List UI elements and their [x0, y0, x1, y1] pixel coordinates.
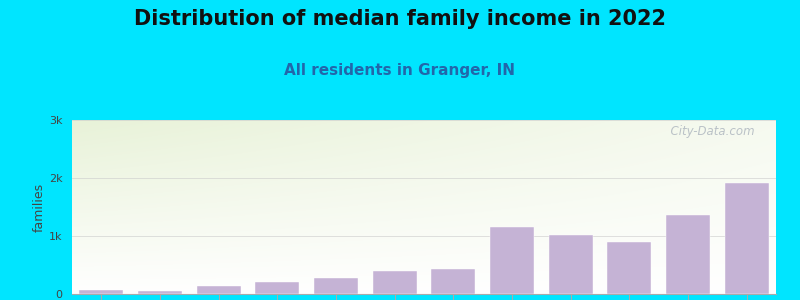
Bar — [549, 235, 593, 294]
Bar — [79, 290, 123, 294]
Bar — [490, 227, 534, 294]
Bar — [255, 282, 299, 294]
Bar — [373, 272, 417, 294]
Bar — [431, 269, 475, 294]
Text: Distribution of median family income in 2022: Distribution of median family income in … — [134, 9, 666, 29]
Bar — [607, 242, 651, 294]
Bar — [138, 291, 182, 294]
Bar — [197, 286, 241, 294]
Y-axis label: families: families — [33, 182, 46, 232]
Text: City-Data.com: City-Data.com — [663, 125, 755, 138]
Text: All residents in Granger, IN: All residents in Granger, IN — [285, 63, 515, 78]
Bar — [666, 214, 710, 294]
Bar — [314, 278, 358, 294]
Bar — [725, 183, 769, 294]
